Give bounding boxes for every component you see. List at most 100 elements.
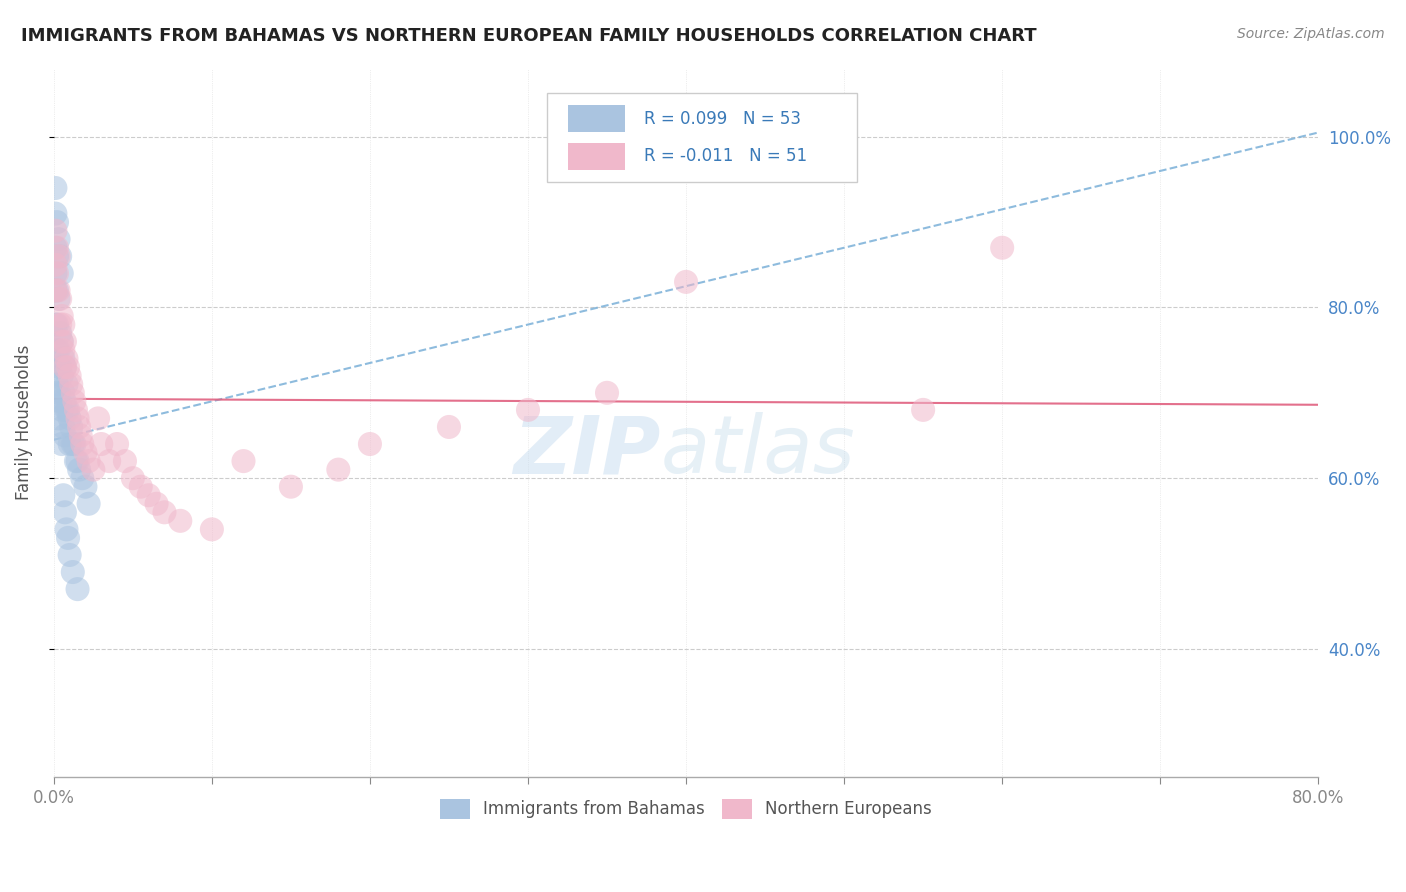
- Point: [82, 462, 104, 476]
- Point: [72, 437, 94, 451]
- Point: [232, 454, 254, 468]
- Point: [169, 514, 191, 528]
- Point: [328, 462, 350, 476]
- Point: [48, 343, 70, 358]
- Point: [49, 318, 72, 332]
- Point: [44, 284, 66, 298]
- Point: [44, 206, 66, 220]
- Point: [675, 275, 697, 289]
- Point: [69, 428, 91, 442]
- Point: [121, 471, 143, 485]
- Point: [46, 377, 69, 392]
- Point: [75, 445, 97, 459]
- Point: [66, 582, 89, 596]
- Point: [53, 428, 76, 442]
- Point: [145, 497, 167, 511]
- Point: [52, 385, 75, 400]
- Point: [596, 385, 619, 400]
- Point: [44, 284, 66, 298]
- Point: [52, 420, 75, 434]
- Point: [51, 266, 73, 280]
- Point: [44, 318, 66, 332]
- Text: Source: ZipAtlas.com: Source: ZipAtlas.com: [1237, 27, 1385, 41]
- Point: [48, 249, 70, 263]
- Point: [72, 471, 94, 485]
- Point: [55, 522, 77, 536]
- Point: [49, 394, 72, 409]
- Point: [52, 488, 75, 502]
- Point: [48, 385, 70, 400]
- Point: [517, 403, 540, 417]
- Point: [55, 351, 77, 366]
- Point: [52, 318, 75, 332]
- Text: R = -0.011   N = 51: R = -0.011 N = 51: [644, 147, 807, 165]
- Point: [138, 488, 160, 502]
- Point: [51, 368, 73, 383]
- Point: [49, 360, 72, 375]
- Point: [46, 249, 69, 263]
- Point: [65, 403, 87, 417]
- FancyBboxPatch shape: [547, 94, 856, 182]
- Point: [49, 249, 72, 263]
- Point: [44, 241, 66, 255]
- Text: IMMIGRANTS FROM BAHAMAS VS NORTHERN EUROPEAN FAMILY HOUSEHOLDS CORRELATION CHART: IMMIGRANTS FROM BAHAMAS VS NORTHERN EURO…: [21, 27, 1036, 45]
- Point: [52, 351, 75, 366]
- Point: [53, 505, 76, 519]
- Point: [51, 309, 73, 323]
- Point: [359, 437, 381, 451]
- Point: [77, 454, 100, 468]
- Point: [991, 241, 1014, 255]
- Point: [60, 377, 83, 392]
- Point: [46, 284, 69, 298]
- Point: [98, 454, 121, 468]
- Point: [201, 522, 224, 536]
- Point: [62, 437, 84, 451]
- Point: [65, 454, 87, 468]
- Y-axis label: Family Households: Family Households: [15, 345, 32, 500]
- Point: [44, 266, 66, 280]
- Point: [60, 420, 83, 434]
- Point: [46, 343, 69, 358]
- Point: [56, 403, 79, 417]
- Text: R = 0.099   N = 53: R = 0.099 N = 53: [644, 110, 801, 128]
- Point: [46, 241, 69, 255]
- Point: [62, 385, 84, 400]
- Point: [59, 411, 82, 425]
- Point: [48, 292, 70, 306]
- Point: [62, 565, 84, 579]
- Point: [49, 326, 72, 340]
- Point: [51, 334, 73, 349]
- Point: [105, 437, 128, 451]
- Point: [53, 360, 76, 375]
- Point: [63, 394, 86, 409]
- Point: [51, 334, 73, 349]
- Point: [46, 318, 69, 332]
- Point: [49, 292, 72, 306]
- Point: [75, 480, 97, 494]
- Point: [52, 343, 75, 358]
- Text: ZIP: ZIP: [513, 412, 661, 490]
- Point: [280, 480, 302, 494]
- Point: [114, 454, 136, 468]
- Bar: [568, 143, 626, 169]
- Point: [51, 437, 73, 451]
- Point: [66, 411, 89, 425]
- Point: [129, 480, 152, 494]
- Point: [44, 224, 66, 238]
- Point: [53, 394, 76, 409]
- Text: atlas: atlas: [661, 412, 855, 490]
- Point: [53, 360, 76, 375]
- Point: [87, 411, 110, 425]
- Point: [59, 437, 82, 451]
- Point: [51, 403, 73, 417]
- Point: [56, 531, 79, 545]
- Point: [48, 411, 70, 425]
- Point: [56, 360, 79, 375]
- Point: [67, 462, 90, 476]
- Point: [912, 403, 935, 417]
- Point: [48, 284, 70, 298]
- Point: [59, 548, 82, 562]
- Point: [90, 437, 112, 451]
- Point: [153, 505, 176, 519]
- Point: [77, 497, 100, 511]
